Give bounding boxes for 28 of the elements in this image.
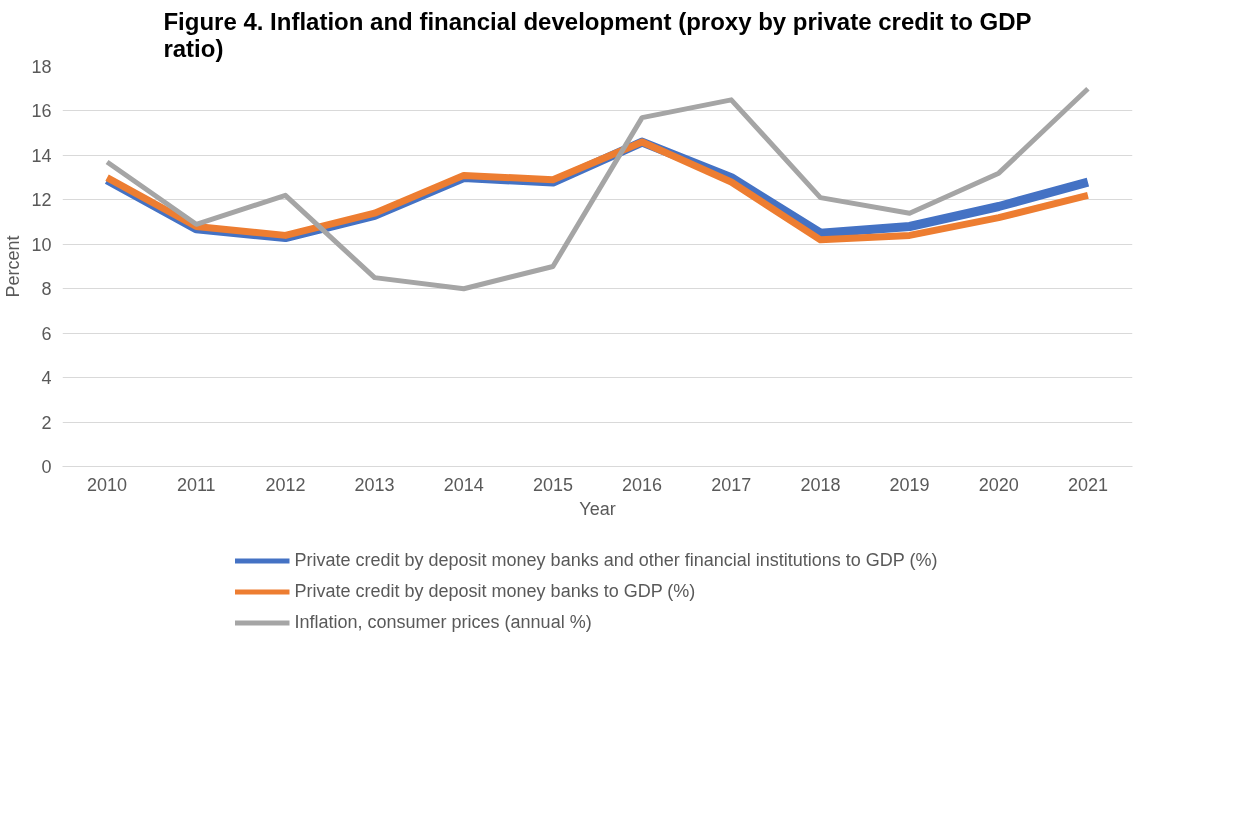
y-tick-label: 16 (31, 101, 52, 122)
y-tick-label: 6 (41, 323, 52, 344)
x-tick-label: 2015 (532, 474, 573, 495)
x-tick-label: 2021 (1067, 474, 1108, 495)
x-axis-title: Year (579, 498, 616, 519)
y-tick-label: 2 (41, 412, 52, 433)
x-tick-label: 2011 (176, 474, 216, 495)
legend-label: Private credit by deposit money banks and other financial institutions to GDP (%) (294, 549, 938, 571)
x-tick-label: 2019 (889, 474, 930, 495)
x-tick-label: 2016 (622, 474, 663, 495)
y-tick-label: 14 (31, 145, 52, 166)
y-tick-label: 10 (31, 234, 52, 255)
x-tick-label: 2020 (978, 474, 1019, 495)
x-tick-label: 2014 (443, 474, 484, 495)
x-tick-label: 2012 (265, 474, 306, 495)
y-tick-label: 0 (41, 457, 52, 477)
y-axis-title: Percent (3, 235, 24, 298)
x-tick-label: 2013 (354, 474, 395, 495)
y-tick-label: 8 (41, 279, 52, 300)
y-tick-label: 4 (41, 368, 52, 389)
chart-title: Figure 4. Inflation and financial development (proxy by private credit to GDP ratio) (163, 7, 1032, 62)
x-tick-label: 2018 (800, 474, 841, 495)
legend-label: Private credit by deposit money banks to GDP (%) (294, 580, 696, 602)
x-tick-label: 2010 (87, 474, 128, 495)
y-tick-label: 12 (31, 190, 52, 211)
legend-label: Inflation, consumer prices (annual %) (294, 611, 592, 633)
y-tick-label: 18 (31, 57, 52, 77)
x-tick-label: 2017 (711, 474, 752, 495)
